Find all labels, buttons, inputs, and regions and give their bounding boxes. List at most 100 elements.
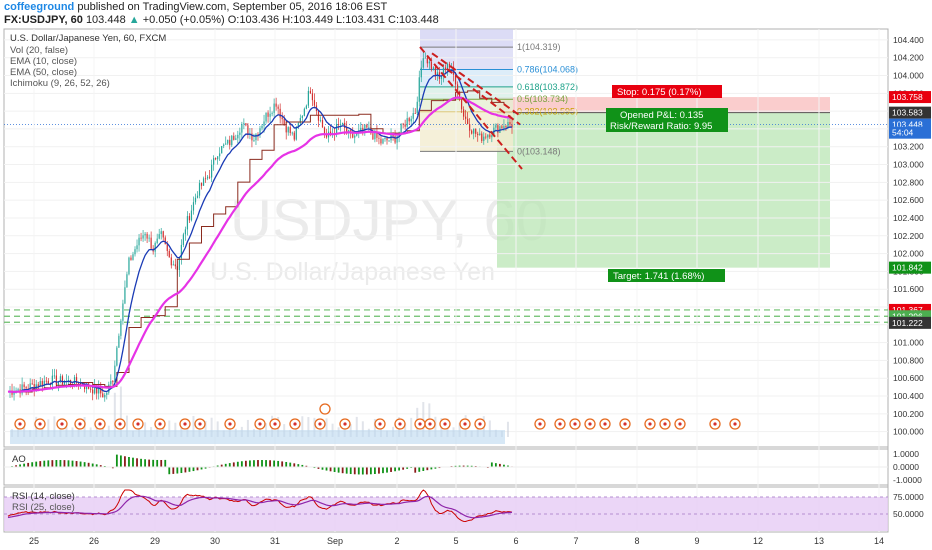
ao-bar	[39, 461, 42, 468]
candle-body	[354, 135, 356, 138]
candle-body	[426, 57, 428, 64]
trendline-3	[437, 61, 521, 126]
ao-bar	[220, 464, 223, 468]
candle-body	[382, 138, 384, 144]
ao-bar	[365, 467, 368, 475]
ao-bar	[317, 467, 320, 469]
volume-bar	[506, 421, 509, 437]
ao-title: AO	[12, 454, 26, 465]
legend-title: U.S. Dollar/Japanese Yen, 60, FXCM	[10, 33, 166, 44]
candle-body	[47, 380, 49, 384]
candle-body	[118, 335, 120, 348]
candle-body	[156, 238, 158, 243]
candle-body	[67, 379, 70, 382]
candle-body	[368, 127, 370, 129]
candle-body	[329, 131, 332, 134]
candle-body	[198, 183, 201, 196]
candle-body	[23, 384, 25, 388]
candle-body	[384, 138, 386, 139]
candle-body	[202, 178, 205, 186]
event-flag-dot	[573, 422, 577, 426]
ao-tick-label: 0.0000	[893, 462, 919, 472]
candle-body	[160, 231, 162, 235]
volume-bar	[125, 415, 128, 437]
up-arrow-icon: ▲	[128, 14, 140, 26]
candle-body	[172, 264, 174, 266]
candle-body	[90, 388, 92, 390]
time-tick-label: 12	[753, 536, 763, 546]
last-price: 103.448	[85, 14, 126, 26]
candle-body	[63, 382, 66, 385]
candle-body	[467, 118, 469, 125]
candle-body	[436, 72, 439, 76]
legend-study-ema10[interactable]: EMA (10, close)	[10, 56, 77, 67]
ao-bar	[144, 459, 146, 468]
watermark-symbol: USDJPY, 60	[230, 188, 548, 253]
event-flag-dot	[293, 422, 297, 426]
candle-body	[456, 84, 459, 93]
price-change: +0.050 (+0.05%)	[142, 14, 225, 26]
candle-body	[352, 133, 354, 138]
candle-body	[410, 118, 412, 122]
candle-body	[55, 375, 57, 385]
candle-body	[497, 125, 499, 133]
candle-body	[174, 264, 176, 267]
volume-bar	[361, 421, 364, 437]
price-marker-label: 54:04	[892, 128, 914, 138]
candle-body	[442, 67, 445, 77]
price-tick-label: 102.800	[893, 177, 924, 187]
candle-body	[251, 133, 253, 141]
candle-body	[509, 122, 511, 125]
candle-body	[211, 164, 213, 178]
candle-body	[122, 303, 124, 321]
candle-body	[178, 258, 180, 270]
legend-study-vol[interactable]: Vol (20, false)	[10, 45, 68, 56]
candle-body	[128, 257, 130, 275]
candle-body	[458, 92, 461, 98]
candle-body	[231, 135, 233, 146]
volume-bar	[65, 422, 68, 437]
candle-body	[259, 128, 261, 136]
candle-body	[477, 133, 479, 136]
candle-body	[299, 117, 301, 124]
candle-body	[317, 110, 320, 121]
volume-bar	[246, 419, 249, 437]
legend-study-ichimoku[interactable]: Ichimoku (9, 26, 52, 26)	[10, 78, 110, 89]
candle-body	[277, 106, 279, 109]
candle-body	[43, 380, 45, 386]
candle-body	[297, 123, 299, 128]
price-marker-box	[889, 106, 931, 119]
volume-bar	[119, 386, 122, 437]
event-flag-dot	[733, 422, 737, 426]
candle-body	[104, 394, 106, 398]
ao-bar	[71, 460, 74, 468]
candle-body	[483, 136, 485, 141]
candle-body	[213, 158, 215, 165]
event-flag-dot	[648, 422, 652, 426]
candle-body	[144, 233, 146, 236]
author-link[interactable]: coffeeground	[4, 1, 75, 13]
candle-body	[501, 126, 503, 128]
candle-body	[120, 320, 122, 336]
ao-bar	[353, 467, 356, 475]
target-label-box	[608, 269, 725, 282]
candle-body	[170, 257, 172, 266]
candle-body	[229, 139, 231, 146]
legend-study-ema50[interactable]: EMA (50, close)	[10, 67, 77, 78]
candle-body	[471, 130, 473, 134]
ao-bar	[172, 467, 175, 474]
price-marker-label: 101.367	[892, 305, 923, 315]
ao-bar	[236, 461, 239, 468]
ao-bar	[156, 459, 159, 468]
candle-body	[200, 183, 203, 186]
candle-body	[17, 389, 19, 391]
candle-body	[364, 124, 366, 131]
ohlc-close: 103.448	[399, 14, 439, 26]
ao-bar	[426, 467, 429, 471]
symbol-label: FX:USDJPY, 60	[4, 14, 83, 26]
ao-bar	[180, 467, 183, 474]
ao-bar	[168, 467, 171, 475]
candle-body	[289, 127, 291, 134]
candle-body	[134, 249, 136, 255]
